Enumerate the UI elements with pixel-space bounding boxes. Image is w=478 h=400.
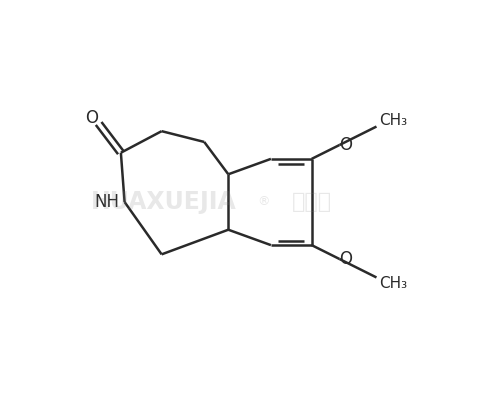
Text: O: O — [86, 109, 98, 127]
Text: NH: NH — [94, 193, 120, 211]
Text: O: O — [339, 250, 352, 268]
Text: 化学加: 化学加 — [292, 192, 332, 212]
Text: CH₃: CH₃ — [380, 113, 408, 128]
Text: O: O — [339, 136, 352, 154]
Text: CH₃: CH₃ — [380, 276, 408, 291]
Text: ®: ® — [257, 196, 270, 208]
Text: HUAXUEJIA: HUAXUEJIA — [91, 190, 236, 214]
